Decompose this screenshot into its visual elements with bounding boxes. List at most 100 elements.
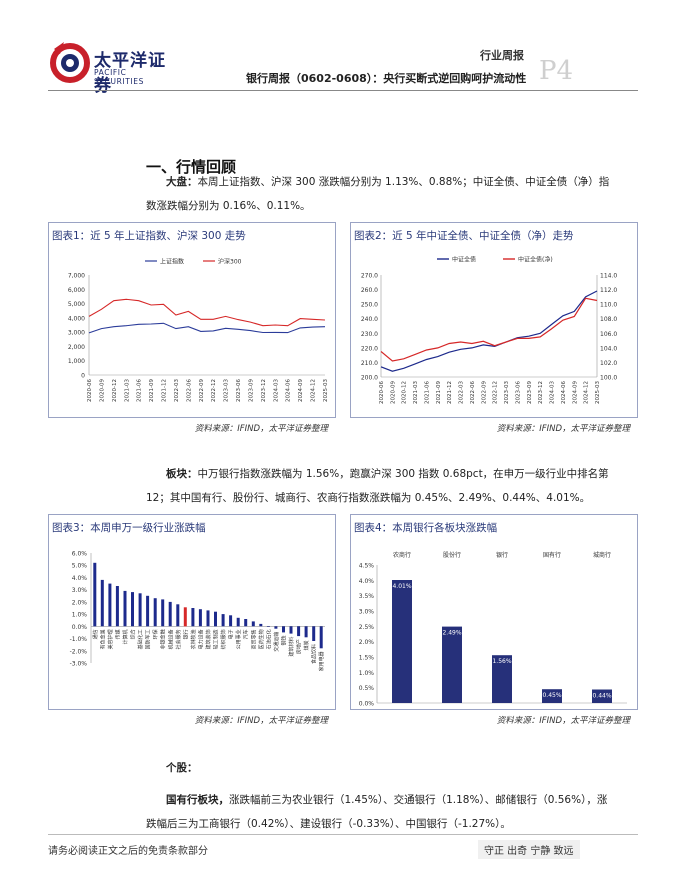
- x-tick-label: 2022-09: [481, 381, 487, 404]
- x-tick-label: 2022-06: [470, 381, 476, 404]
- category-label: 国有行: [543, 551, 561, 559]
- data-label: 2.49%: [442, 630, 461, 637]
- x-tick-label: 传媒: [114, 629, 121, 639]
- x-tick-label: 煤炭: [303, 640, 310, 650]
- y-tick-label: 2.5%: [359, 624, 375, 631]
- x-tick-label: 商贸零售: [250, 629, 257, 649]
- legend-label-0: 上证指数: [160, 258, 184, 266]
- x-tick-label: 2020-06: [87, 379, 93, 402]
- bar-美容护理: [108, 583, 112, 627]
- y-left-tick-label: 240.0: [361, 316, 378, 323]
- bar-房地产: [297, 626, 301, 637]
- bar-传媒: [115, 586, 119, 627]
- x-tick-label: 2024-09: [298, 379, 304, 402]
- x-tick-label: 2021-03: [124, 379, 130, 402]
- bar-国防军工: [146, 595, 150, 627]
- y-tick-label: 0.0%: [359, 701, 375, 708]
- figure-1-title: 图表1：近 5 年上证指数、沪深 300 走势: [52, 230, 246, 242]
- bar-交通运输: [274, 626, 278, 629]
- y-tick-label: 1,000: [68, 358, 85, 365]
- report-category: 行业周报: [480, 49, 524, 62]
- sector-text-2: 12；其中国有行、股份行、城商行、农商行指数涨跌幅为 0.45%、2.49%、0…: [146, 492, 591, 504]
- y-tick-label: 4,000: [68, 315, 85, 322]
- chart-industry-bar: 6.0% 5.0% 4.0% 3.0% 2.0% 1.0% 0.0% -1.0% -2.0% -3…: [70, 551, 326, 672]
- bar-通信: [93, 562, 97, 627]
- y-left-tick-label: 220.0: [361, 345, 378, 352]
- x-tick-label: 机械设备: [167, 629, 174, 649]
- x-tick-label: 2022-12: [493, 381, 499, 404]
- bar-轻工制造: [214, 611, 217, 627]
- section-title: 一、行情回顾: [146, 158, 237, 176]
- y-right-tick-label: 106.0: [600, 331, 617, 338]
- y-right-tick-label: 110.0: [600, 302, 617, 309]
- bar-计算机: [123, 590, 127, 627]
- bar-农林牧渔: [191, 608, 195, 627]
- y-left-tick-label: 260.0: [361, 287, 378, 294]
- figure-2-title: 图表2：近 5 年中证全债、中证全债（净）走势: [354, 230, 574, 242]
- bar-综合: [131, 592, 134, 627]
- bar-基础化工: [138, 593, 142, 627]
- soe-text-2: 跌幅后三为工商银行（0.42%）、建设银行（-0.33%）、中国银行（-1.27…: [146, 818, 511, 830]
- market-text-2: 数涨跌幅分别为 0.16%、0.11%。: [146, 200, 311, 212]
- y-tick-label: 3.0%: [72, 587, 88, 594]
- x-tick-label: 2023-12: [538, 381, 544, 404]
- x-tick-label: 美容护理: [107, 629, 114, 649]
- y-left-tick-label: 270.0: [361, 273, 378, 280]
- x-tick-label: 交通运输: [273, 632, 280, 652]
- sector-paragraph: 板块：中万银行指数涨跌幅为 1.56%，跑赢沪深 300 指数 0.68pct，…: [146, 462, 646, 510]
- bar-纺织服饰: [221, 614, 225, 627]
- y-right-tick-label: 102.0: [600, 360, 617, 367]
- y-tick-label: 4.0%: [359, 578, 375, 585]
- data-label: 0.44%: [592, 693, 611, 700]
- x-tick-label: 2023-06: [236, 379, 242, 402]
- series-line-0: [380, 290, 598, 372]
- bar-社会服务: [176, 604, 180, 627]
- y-tick-label: 5.0%: [72, 563, 88, 570]
- x-tick-label: 2021-06: [137, 379, 143, 402]
- x-tick-label: 2020-06: [379, 381, 385, 404]
- x-tick-label: 银行: [182, 629, 189, 639]
- y-tick-label: -3.0%: [70, 661, 88, 668]
- x-tick-label: 2020-12: [402, 381, 408, 404]
- brand-name-cn: 太平洋证券: [94, 51, 166, 96]
- market-label: 大盘：: [166, 176, 198, 188]
- bar-医药生物: [259, 623, 263, 627]
- brand-name-en: PACIFIC SECURITIES: [94, 68, 144, 86]
- legend-label-0: 中证全债: [452, 256, 476, 264]
- bar-股份行: [442, 626, 462, 703]
- y-tick-label: 3,000: [68, 330, 85, 337]
- soe-label: 国有行板块，: [166, 794, 229, 806]
- legend-label-1: 中证全债(净): [518, 256, 553, 264]
- bar-煤炭: [304, 626, 308, 638]
- bar-汽车: [244, 619, 248, 627]
- x-tick-label: 2023-12: [261, 379, 267, 402]
- x-tick-label: 2020-09: [99, 379, 105, 402]
- brand-logo: 太平洋证券 PACIFIC SECURITIES: [48, 40, 178, 96]
- category-label: 股份行: [443, 551, 461, 559]
- y-tick-label: 1.0%: [359, 670, 375, 677]
- x-tick-label: 国防军工: [145, 629, 152, 649]
- x-tick-label: 家用电器: [318, 651, 325, 671]
- x-tick-label: 非银金融: [160, 629, 167, 649]
- y-right-tick-label: 114.0: [600, 273, 617, 280]
- y-tick-label: 6,000: [68, 287, 85, 294]
- bar-非银金融: [161, 599, 165, 627]
- bar-建筑材料: [289, 626, 293, 634]
- bar-城商行: [592, 689, 612, 703]
- x-tick-label: 2023-09: [248, 379, 254, 402]
- x-tick-label: 建筑装饰: [205, 629, 212, 649]
- data-label: 4.01%: [392, 583, 411, 590]
- sector-label: 板块：: [166, 468, 198, 480]
- figure-2-source: 资料来源：IFIND，太平洋证券整理: [496, 424, 630, 434]
- figure-3-title: 图表3：本周申万一级行业涨跌幅: [52, 522, 206, 534]
- y-tick-label: 0: [81, 373, 85, 380]
- x-tick-label: 通信: [92, 629, 99, 639]
- x-tick-label: 电子: [228, 629, 235, 639]
- y-tick-label: 3.5%: [359, 593, 375, 600]
- y-tick-label: 0.0%: [72, 624, 88, 631]
- x-tick-label: 2022-09: [199, 379, 205, 402]
- x-tick-label: 2024-09: [572, 381, 578, 404]
- bar-建筑装饰: [206, 610, 210, 627]
- chart-bank-segments: 4.5% 4.0% 3.5% 3.0% 2.5% 2.0% 1.5% 1.0% 0.5% 0.0%…: [359, 551, 627, 708]
- x-tick-label: 农林牧渔: [190, 629, 197, 649]
